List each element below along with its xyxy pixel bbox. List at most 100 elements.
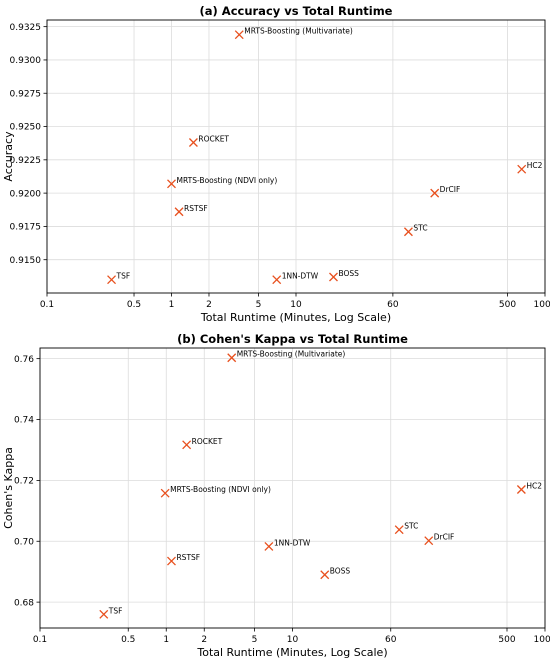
point-label: RSTSF [184,204,208,213]
x-tick-label: 60 [387,300,399,310]
y-tick-label: 0.9150 [10,256,42,266]
point-marker-stroke [272,275,282,285]
point-label: STC [404,522,418,531]
x-tick-label: 0.5 [121,635,135,645]
point-marker-stroke [424,536,434,546]
point-marker-stroke [167,179,176,189]
x-tick-label: 1 [169,300,175,310]
point-label: 1NN-DTW [282,272,319,281]
y-tick-label: 0.76 [14,355,34,365]
point-marker-stroke [517,164,527,174]
point-marker-stroke [160,488,170,498]
data-point [403,227,413,237]
point-label: DrCIF [434,533,455,542]
data-point [516,485,526,494]
point-label: 1NN-DTW [274,538,311,547]
x-tick-label: 0.1 [33,635,47,645]
point-marker-stroke [227,353,237,363]
point-marker-stroke [394,525,404,535]
x-tick-label: 0.1 [40,300,54,310]
point-marker-stroke [188,138,198,147]
x-tick-label: 500 [498,635,515,645]
chart-title: (a) Accuracy vs Total Runtime [200,4,393,18]
point-label: ROCKET [192,437,223,446]
y-tick-label: 0.9250 [10,123,42,133]
y-tick-label: 0.74 [14,416,34,426]
point-marker-stroke [99,609,109,619]
x-tick-label: 60 [385,635,397,645]
data-point [430,188,440,198]
data-point [517,164,527,174]
y-tick-label: 0.9300 [10,56,42,66]
point-label: BOSS [330,567,351,576]
point-marker-stroke [234,30,244,40]
data-point [424,536,434,546]
point-label: TSF [108,606,123,615]
y-tick-label: 0.68 [14,598,34,608]
point-marker-stroke [264,541,274,551]
x-tick-label: 0.5 [127,300,141,310]
point-label: ROCKET [198,135,229,144]
data-point [272,275,282,285]
x-axis-label: Total Runtime (Minutes, Log Scale) [200,311,391,324]
chart-title: (b) Cohen's Kappa vs Total Runtime [177,332,408,346]
point-marker-stroke [403,227,413,237]
data-point [160,488,170,498]
y-axis-label: Cohen's Kappa [2,447,15,529]
point-marker-stroke [174,207,184,217]
y-axis-label: Accuracy [2,131,15,182]
point-marker-stroke [329,272,338,282]
x-tick-label: 1 [163,635,169,645]
point-label: MRTS-Boosting (NDVI only) [177,176,278,185]
data-point [182,440,192,450]
point-label: TSF [116,272,131,281]
data-point [329,272,338,282]
data-point [99,609,109,619]
point-label: MRTS-Boosting (Multivariate) [244,27,353,36]
y-tick-label: 0.70 [14,537,34,547]
data-point [188,138,198,147]
x-tick-label: 10 [287,635,299,645]
point-label: RSTSF [176,553,200,562]
x-tick-label: 5 [256,300,262,310]
point-marker-stroke [516,485,526,494]
data-point [234,30,244,40]
data-point [167,556,176,566]
data-point [167,179,176,189]
point-marker-stroke [430,188,440,198]
point-label: DrCIF [440,185,461,194]
point-marker-stroke [167,556,176,566]
data-point [320,570,330,580]
data-point [394,525,404,535]
point-label: STC [413,224,427,233]
x-tick-label: 500 [499,300,516,310]
data-point [174,207,184,217]
point-label: HC2 [526,482,542,491]
y-tick-label: 0.9225 [10,156,42,166]
y-tick-label: 0.9175 [10,223,42,233]
point-label: MRTS-Boosting (Multivariate) [237,350,346,359]
y-tick-label: 0.9200 [10,189,42,199]
point-label: HC2 [527,161,543,170]
x-tick-label: 2 [201,635,207,645]
point-marker-stroke [320,570,330,580]
data-point [107,275,117,285]
x-tick-label: 5 [252,635,258,645]
data-point [264,541,274,551]
y-tick-label: 0.72 [14,477,34,487]
x-tick-label: 2 [206,300,212,310]
x-axis-label: Total Runtime (Minutes, Log Scale) [196,646,387,658]
point-label: BOSS [338,269,359,278]
x-tick-label: 10 [290,300,302,310]
data-point [227,353,237,363]
y-tick-label: 0.9275 [10,89,42,99]
y-tick-label: 0.9325 [10,23,42,33]
point-marker-stroke [182,440,192,450]
point-marker-stroke [107,275,117,285]
point-label: MRTS-Boosting (NDVI only) [170,485,271,494]
